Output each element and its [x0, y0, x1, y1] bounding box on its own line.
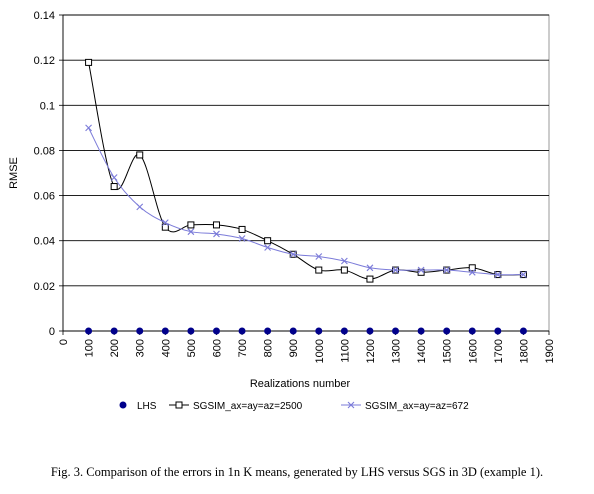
x-tick-label: 900	[288, 339, 300, 357]
sgsim-672-point	[417, 266, 425, 274]
lhs-point	[119, 401, 127, 409]
lhs-point	[519, 327, 527, 335]
legend-label: SGSIM_ax=ay=az=2500	[193, 401, 303, 412]
x-tick-label: 0	[58, 339, 70, 345]
y-tick-label: 0	[49, 326, 55, 338]
x-tick-label: 1500	[442, 339, 454, 363]
sgsim-2500-point	[212, 221, 220, 229]
sgsim-672-point	[494, 271, 502, 278]
series-lhs	[85, 327, 527, 335]
x-tick-label: 500	[186, 339, 198, 357]
lhs-point	[392, 327, 400, 335]
lhs-point	[187, 327, 195, 335]
x-tick-label: 400	[160, 339, 172, 357]
lhs-point	[443, 327, 451, 335]
x-tick-label: 200	[109, 339, 121, 357]
x-tick-label: 1300	[391, 339, 403, 363]
chart-svg: 0 0.02 0.04 0.06 0.08 0.1 0.12 0.14 0 100 200 300 40…	[8, 10, 556, 412]
sgsim-2500-point	[468, 264, 476, 272]
lhs-point	[136, 327, 144, 335]
y-tick-label: 0.08	[34, 145, 55, 157]
lhs-point	[110, 327, 118, 335]
sgsim-672-point	[340, 257, 348, 265]
sgsim-672-point	[392, 266, 399, 274]
x-tick-label: 700	[237, 339, 249, 357]
figure-caption: Fig. 3. Comparison of the errors in 1n K…	[50, 465, 544, 479]
sgsim-672-point	[238, 235, 246, 242]
x-tick-label: 1400	[416, 339, 428, 363]
y-tick-label: 0.14	[34, 10, 55, 22]
lhs-point	[340, 327, 348, 335]
sgsim-672-point	[187, 228, 195, 236]
y-tick-label: 0.06	[34, 191, 55, 203]
sgsim-672-point	[366, 264, 374, 272]
sgsim-2500-point	[315, 266, 323, 274]
x-tick-label: 1600	[467, 339, 479, 363]
legend-item: SGSIM_ax=ay=az=672	[341, 401, 469, 412]
lhs-point	[289, 327, 297, 335]
legend: LHS SGSIM_ax=ay=az=2500 SGSIM_ax=ay=az=672	[119, 401, 469, 412]
sgsim-672-point	[161, 219, 169, 227]
sgsim-672-point	[520, 271, 527, 278]
x-tick-label: 1100	[339, 339, 351, 363]
sgsim-672-point	[85, 124, 92, 132]
sgsim-672-point	[443, 266, 451, 274]
x-tick-label: 1900	[544, 339, 556, 363]
x-tick-label: 600	[211, 339, 223, 357]
sgsim-672-point	[347, 401, 355, 409]
lhs-point	[264, 327, 272, 335]
y-tick-label: 0.04	[34, 236, 55, 248]
sgsim-2500-point	[136, 151, 144, 159]
x-tick-label: 1800	[518, 339, 530, 363]
sgsim-2500-point	[366, 275, 374, 283]
x-tick-label: 1700	[493, 339, 505, 363]
sgsim-2500-point	[161, 223, 169, 231]
sgsim-2500-point	[340, 266, 348, 274]
y-tick-label: 0.1	[40, 100, 55, 112]
series-sgsim-672-line	[88, 127, 524, 276]
legend-item: SGSIM_ax=ay=az=2500	[169, 401, 303, 412]
sgsim-672-point	[213, 230, 220, 238]
lhs-point	[366, 327, 374, 335]
legend-label: LHS	[137, 401, 157, 412]
x-tick-label: 1200	[365, 339, 377, 363]
lhs-point	[161, 327, 169, 335]
sgsim-2500-point	[110, 183, 118, 191]
lhs-point	[212, 327, 220, 335]
sgsim-2500-point	[187, 221, 195, 229]
sgsim-672-point	[289, 250, 297, 258]
x-tick-label: 800	[263, 339, 275, 357]
sgsim-2500-point	[85, 58, 93, 66]
lhs-point	[417, 327, 425, 335]
sgsim-672-point	[110, 174, 118, 181]
legend-item: LHS	[119, 401, 157, 412]
sgsim-672-point	[264, 244, 272, 251]
y-axis-label: RMSE	[8, 157, 20, 189]
legend-label: SGSIM_ax=ay=az=672	[365, 401, 469, 412]
sgsim-2500-point	[175, 401, 183, 409]
lhs-point	[315, 327, 323, 335]
sgsim-2500-point	[264, 237, 272, 245]
lhs-point	[468, 327, 476, 335]
sgsim-672-point	[468, 268, 476, 276]
x-tick-label: 100	[84, 339, 96, 357]
y-tick-label: 0.12	[34, 55, 55, 67]
sgsim-672-point	[315, 253, 323, 260]
plot-area	[62, 14, 550, 332]
sgsim-2500-point	[238, 225, 246, 233]
x-axis-label: Realizations number	[250, 378, 351, 390]
chart: 0 0.02 0.04 0.06 0.08 0.1 0.12 0.14 0 100 200 300 40…	[8, 10, 556, 412]
x-tick-label: 1000	[314, 339, 326, 363]
lhs-point	[238, 327, 246, 335]
y-tick-label: 0.02	[34, 281, 55, 293]
x-tick-label: 300	[135, 339, 147, 357]
lhs-point	[85, 327, 93, 335]
series-sgsim-672	[85, 124, 527, 278]
lhs-point	[494, 327, 502, 335]
sgsim-672-point	[136, 203, 144, 211]
